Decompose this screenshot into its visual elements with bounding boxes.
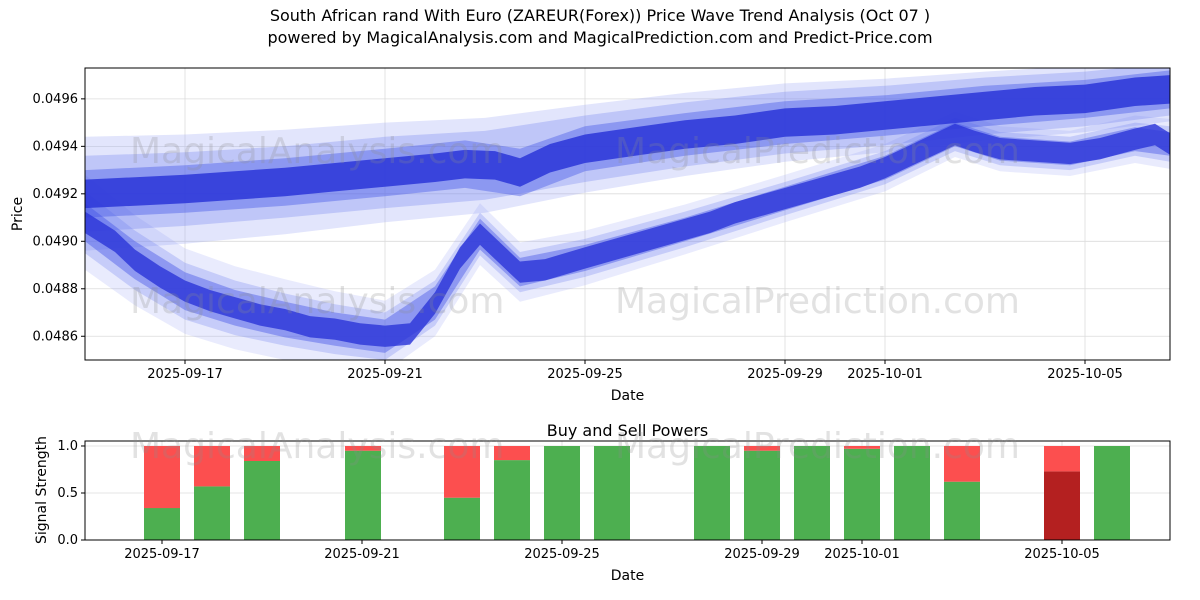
bar-segment-green: [544, 446, 580, 540]
bar-segment-red: [444, 446, 480, 498]
bar-segment-green: [844, 448, 880, 540]
plot-border: [84, 440, 1171, 541]
bar-segment-red: [844, 446, 880, 449]
x-tick-label: 2025-10-05: [1047, 367, 1123, 382]
y-tick-label: 0.0486: [33, 329, 79, 344]
x-tick-label: 2025-09-21: [347, 367, 423, 382]
y-tick-label: 1.0: [57, 439, 78, 454]
x-tick-label: 2025-10-01: [824, 547, 900, 562]
x-axis-label: Date: [611, 388, 644, 404]
watermark: MagicalAnalysis.com: [130, 426, 504, 467]
bar-segment-red: [744, 446, 780, 451]
x-tick-label: 2025-09-25: [547, 367, 623, 382]
bar-segment-green: [345, 450, 381, 540]
y-tick-label: 0.0: [57, 533, 78, 548]
bar-segment-darkred: [1044, 471, 1080, 540]
watermark: MagicalPrediction.com: [615, 426, 1020, 467]
bar-segment-red: [944, 446, 980, 482]
bar-segment-green: [694, 446, 730, 540]
chart-title: Buy and Sell Powers: [547, 421, 709, 440]
price-band-upper-core: [85, 75, 1170, 209]
bar-segment-green: [894, 446, 930, 540]
watermark: MagicalPrediction.com: [615, 281, 1020, 322]
y-axis-label: Signal Strength: [34, 436, 50, 544]
bar-segment-green: [194, 486, 230, 540]
bar-segment-green: [944, 481, 980, 540]
x-tick-label: 2025-10-05: [1024, 547, 1100, 562]
x-tick-label: 2025-09-17: [147, 367, 223, 382]
watermark: MagicalAnalysis.com: [130, 131, 504, 172]
x-axis-label: Date: [611, 568, 644, 584]
figure-title-line2: powered by MagicalAnalysis.com and Magic…: [267, 28, 933, 47]
bar-segment-red: [345, 446, 381, 451]
x-tick-label: 2025-09-29: [724, 547, 800, 562]
y-axis-label: Price: [10, 197, 26, 231]
x-tick-label: 2025-10-01: [847, 367, 923, 382]
bar-segment-red: [1044, 446, 1080, 472]
y-tick-label: 0.5: [57, 486, 78, 501]
bar-segment-red: [144, 446, 180, 509]
bar-segment-red: [494, 446, 530, 461]
bar-segment-green: [794, 446, 830, 540]
bar-segment-green: [244, 461, 280, 540]
watermark: MagicalAnalysis.com: [130, 281, 504, 322]
bar-segment-green: [144, 508, 180, 540]
x-tick-label: 2025-09-17: [124, 547, 200, 562]
figure-title-line1: South African rand With Euro (ZAREUR(For…: [269, 6, 931, 25]
bar-segment-green: [744, 450, 780, 540]
bar-segment-red: [194, 446, 230, 487]
x-tick-label: 2025-09-25: [524, 547, 600, 562]
bar-segment-green: [494, 460, 530, 540]
y-tick-label: 0.0490: [33, 234, 79, 249]
price-band-lower-core: [85, 123, 1170, 347]
y-tick-label: 0.0488: [33, 282, 79, 297]
bar-segment-green: [594, 446, 630, 540]
y-tick-label: 0.0494: [33, 139, 79, 154]
bar-segment-green: [1094, 446, 1130, 540]
x-tick-label: 2025-09-29: [747, 367, 823, 382]
y-tick-label: 0.0492: [33, 187, 79, 202]
bar-segment-green: [444, 497, 480, 540]
plot-border: [84, 67, 1171, 361]
bar-segment-red: [244, 446, 280, 461]
x-tick-label: 2025-09-21: [324, 547, 400, 562]
y-tick-label: 0.0496: [33, 92, 79, 107]
watermark: MagicalPrediction.com: [615, 131, 1020, 172]
